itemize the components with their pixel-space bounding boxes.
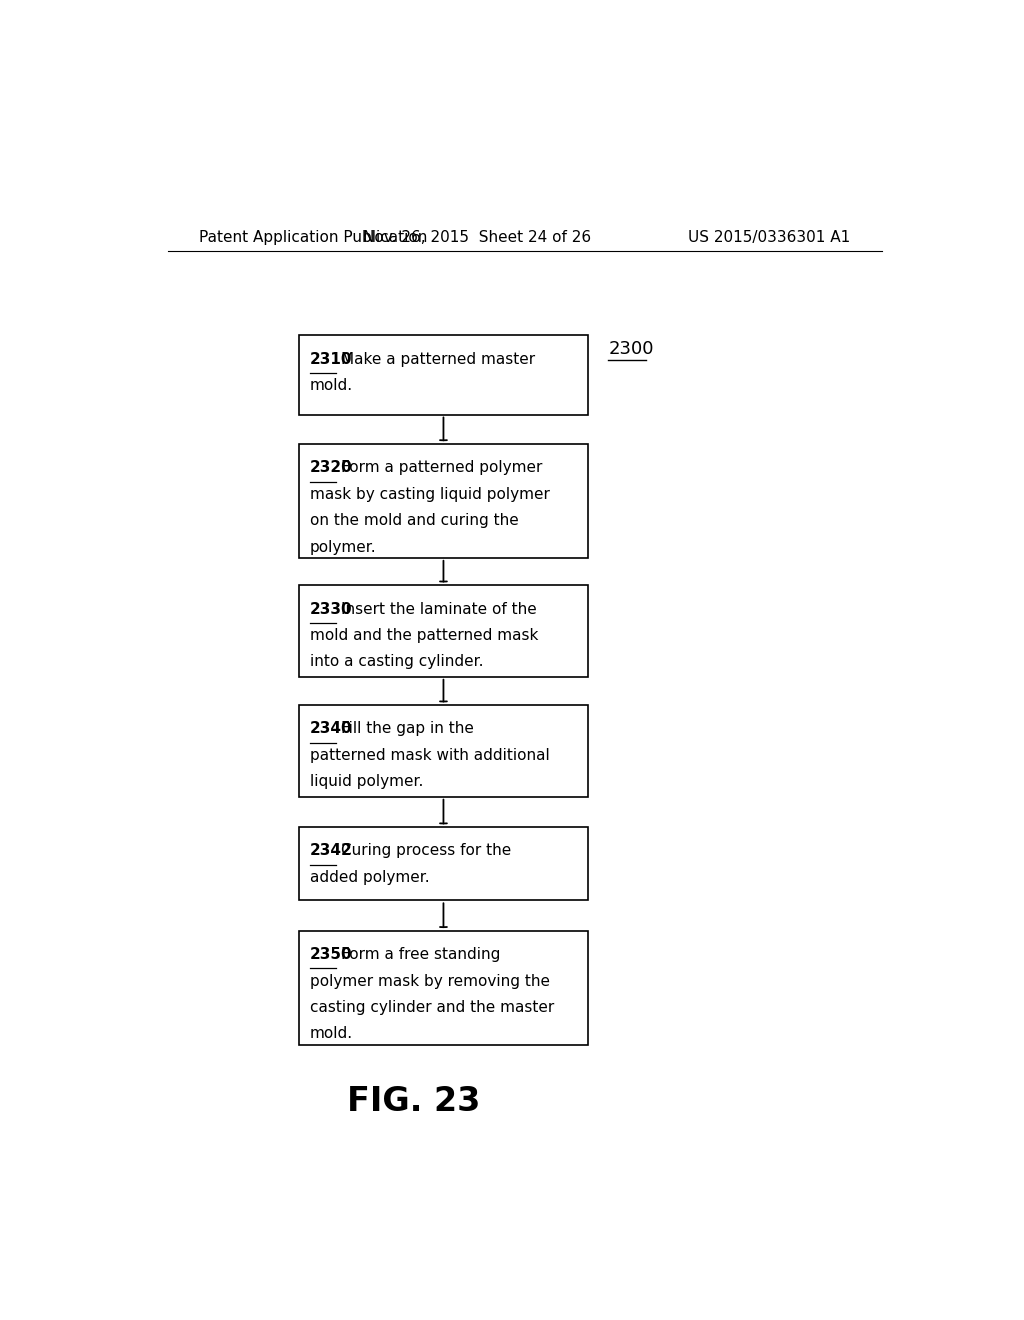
Text: added polymer.: added polymer. [309,870,429,884]
Text: Patent Application Publication: Patent Application Publication [200,230,428,246]
Text: Make a patterned master: Make a patterned master [341,351,535,367]
Text: 2300: 2300 [608,341,653,359]
Text: Insert the laminate of the: Insert the laminate of the [341,602,537,616]
Text: Fill the gap in the: Fill the gap in the [341,722,473,737]
Text: Form a patterned polymer: Form a patterned polymer [341,461,542,475]
Text: mold.: mold. [309,1027,353,1041]
Text: mask by casting liquid polymer: mask by casting liquid polymer [309,487,550,502]
Text: casting cylinder and the master: casting cylinder and the master [309,1001,554,1015]
Text: 2320: 2320 [309,461,352,475]
Text: on the mold and curing the: on the mold and curing the [309,513,518,528]
Bar [299,585,588,677]
Text: mold.: mold. [309,378,353,393]
Bar [299,828,588,900]
Text: Nov. 26, 2015  Sheet 24 of 26: Nov. 26, 2015 Sheet 24 of 26 [364,230,591,246]
Bar [299,444,588,558]
Bar [299,335,588,414]
Text: US 2015/0336301 A1: US 2015/0336301 A1 [688,230,850,246]
Bar [299,931,588,1044]
Text: Form a free standing: Form a free standing [341,948,500,962]
Text: patterned mask with additional: patterned mask with additional [309,748,550,763]
Text: polymer.: polymer. [309,540,377,554]
Text: polymer mask by removing the: polymer mask by removing the [309,974,550,989]
Text: Curing process for the: Curing process for the [341,843,511,858]
Text: 2330: 2330 [309,602,352,616]
Text: 2342: 2342 [309,843,352,858]
Text: liquid polymer.: liquid polymer. [309,775,423,789]
Text: 2340: 2340 [309,722,352,737]
Text: into a casting cylinder.: into a casting cylinder. [309,655,483,669]
Text: 2310: 2310 [309,351,352,367]
Bar [299,705,588,797]
Text: 2350: 2350 [309,948,352,962]
Text: FIG. 23: FIG. 23 [347,1085,480,1118]
Text: mold and the patterned mask: mold and the patterned mask [309,628,538,643]
